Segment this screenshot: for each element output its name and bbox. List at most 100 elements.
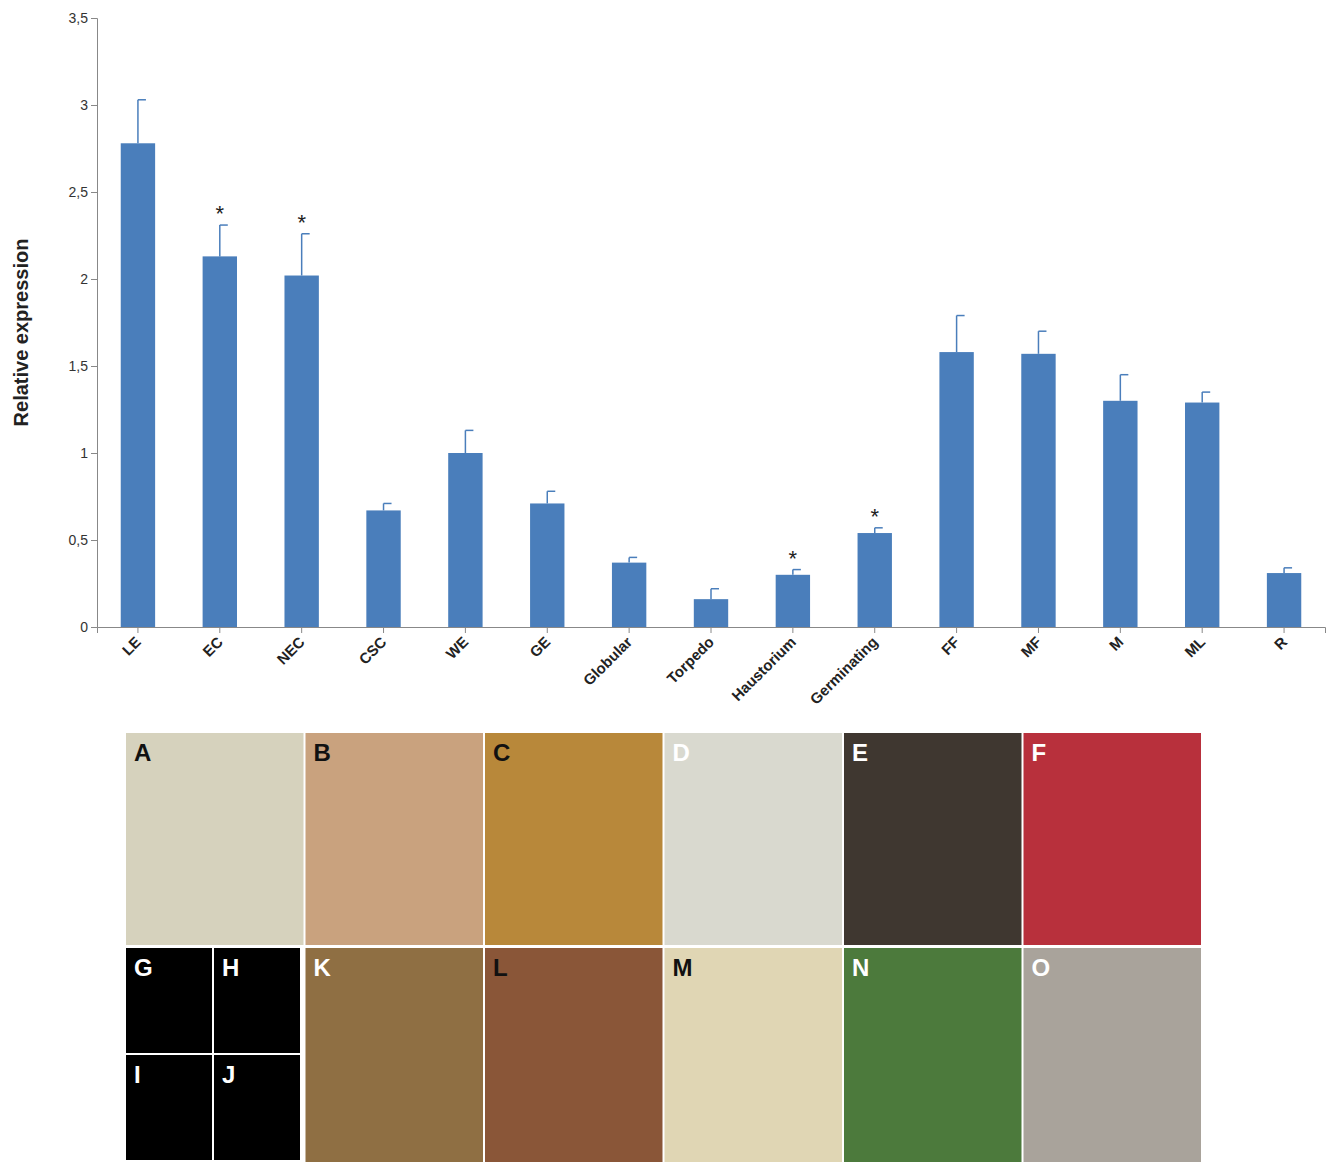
photo-panel [126, 948, 212, 1053]
error-bar-cap [465, 430, 473, 432]
x-tick-label: R [1270, 633, 1290, 653]
figure: 00,511,522,533,5LEECNECCSCWEGEGlobularTo… [0, 0, 1333, 1169]
x-tick-label: MF [1017, 633, 1044, 660]
significance-mark: * [297, 210, 306, 235]
photo-panel [126, 733, 304, 945]
photo-panel [214, 948, 300, 1053]
y-tick-label: 2 [80, 271, 88, 287]
y-tick-label: 3 [80, 97, 88, 113]
bar [1185, 403, 1219, 627]
error-bar-stem [628, 557, 630, 562]
x-tick-mark [1120, 627, 1121, 633]
error-bar [547, 491, 555, 503]
y-tick-mark [91, 105, 97, 106]
x-tick: MF [1017, 627, 1044, 660]
x-tick: GE [526, 627, 553, 660]
photo-panel [665, 733, 843, 945]
panel-letter: A [134, 739, 151, 766]
x-tick-mark [792, 627, 793, 633]
x-tick: EC [199, 627, 226, 660]
error-bar-cap [384, 503, 392, 505]
x-tick-mark [137, 627, 138, 633]
photo-panel [665, 948, 843, 1162]
bar [858, 533, 892, 627]
x-tick: WE [442, 627, 471, 662]
panel-letter: J [222, 1061, 235, 1088]
panel-letter: B [314, 739, 331, 766]
y-tick-label: 3,5 [69, 10, 89, 26]
y-tick: 1 [80, 445, 97, 461]
significance-mark: * [789, 546, 798, 571]
error-bar [220, 225, 228, 256]
y-tick-label: 2,5 [69, 184, 89, 200]
error-bar-stem [219, 225, 221, 256]
x-tick-label: Globular [580, 633, 636, 689]
x-tick-label: ML [1181, 633, 1208, 660]
x-tick-label: GE [526, 633, 553, 660]
marks [121, 100, 1302, 627]
error-bar-stem [137, 100, 139, 144]
bar [776, 575, 810, 627]
x-tick-mark [711, 627, 712, 633]
x-tick-mark [1038, 627, 1039, 633]
error-bar [957, 316, 965, 353]
y-tick: 2 [80, 271, 97, 287]
y-tick-mark [91, 627, 97, 628]
y-tick-label: 1,5 [69, 358, 89, 374]
error-bar-cap [629, 557, 637, 559]
x-tick: M [1106, 627, 1127, 654]
y-tick: 1,5 [69, 358, 97, 374]
photo-panel [844, 948, 1022, 1162]
error-bar-cap [711, 588, 719, 590]
y-tick-mark [91, 18, 97, 19]
error-bar-stem [1283, 568, 1285, 573]
y-tick-mark [91, 192, 97, 193]
error-bar [1284, 568, 1292, 573]
x-tick: FF [938, 627, 963, 658]
bar [203, 256, 237, 627]
error-bar-stem [956, 316, 958, 353]
x-tick-label: CSC [355, 633, 390, 668]
panel-letter: N [852, 954, 869, 981]
panel-letter: K [314, 954, 332, 981]
error-bar [465, 430, 473, 453]
error-bar-cap [547, 491, 555, 493]
error-bar [138, 100, 146, 144]
bar [694, 599, 728, 627]
error-bar-cap [1202, 391, 1210, 393]
error-bar-cap [1284, 567, 1292, 569]
error-bar [1120, 375, 1128, 401]
x-tick: NEC [273, 627, 308, 668]
photo-panel [306, 733, 484, 945]
x-tick-label: EC [199, 633, 226, 660]
photo-panels: ABCDEFGHIJKLMNO [126, 733, 1201, 1162]
x-tick-mark [301, 627, 302, 633]
panel-letter: G [134, 954, 153, 981]
x-tick-label: Haustorium [728, 633, 799, 704]
error-bar-stem [465, 430, 467, 453]
x-tick: Haustorium [728, 627, 799, 704]
x-tick: Globular [580, 627, 636, 689]
x-tick-mark [629, 627, 630, 633]
error-bar [1038, 331, 1046, 354]
bar [366, 510, 400, 627]
error-bar-cap [957, 315, 965, 317]
x-tick-label: Torpedo [663, 633, 717, 687]
y-tick: 0 [80, 619, 97, 635]
y-tick-mark [91, 279, 97, 280]
error-bar [629, 557, 637, 562]
y-axis-title: Relative expression [10, 239, 32, 427]
y-tick: 0,5 [69, 532, 97, 548]
x-axis: LEECNECCSCWEGEGlobularTorpedoHaustoriumG… [98, 627, 1326, 708]
y-tick-label: 1 [80, 445, 88, 461]
bar [284, 276, 318, 627]
error-bar-stem [547, 491, 549, 503]
x-tick-mark [1202, 627, 1203, 633]
error-bar [711, 589, 719, 599]
y-tick-mark [91, 453, 97, 454]
y-tick: 2,5 [69, 184, 97, 200]
photo-panel [1024, 733, 1202, 945]
panel-letter: C [493, 739, 510, 766]
panel-letter: F [1032, 739, 1047, 766]
bar [121, 143, 155, 627]
